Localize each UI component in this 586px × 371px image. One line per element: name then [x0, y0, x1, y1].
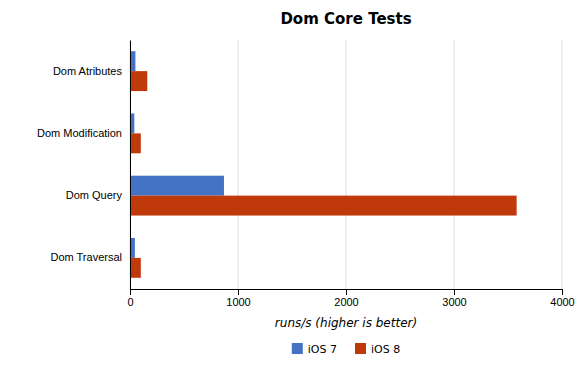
x-tick: 1000 [226, 289, 250, 308]
tick-mark [238, 289, 239, 295]
tick-mark [562, 289, 563, 295]
tick-label: 3000 [442, 296, 466, 308]
y-tick: Dom Atributes [53, 65, 123, 77]
x-axis-title: runs/s (higher is better) [275, 316, 417, 330]
chart: Dom Core Tests 0 1000 2000 3000 4000 Dom Atrib… [0, 0, 586, 371]
grid-line [454, 40, 455, 289]
grid-line [130, 40, 131, 289]
x-axis: 0 1000 2000 3000 4000 [127, 289, 574, 308]
bars [130, 51, 517, 278]
tick-mark [346, 289, 347, 295]
category-label: Dom Modification [37, 127, 122, 139]
y-tick: Dom Modification [37, 127, 122, 139]
tick-label: 2000 [334, 296, 358, 308]
plot: 0 1000 2000 3000 4000 Dom Atributes Dom Modifi… [37, 40, 575, 308]
category-label: Dom Query [66, 189, 123, 201]
x-tick: 3000 [442, 289, 466, 308]
category-label: Dom Atributes [53, 65, 123, 77]
x-tick: 0 [127, 289, 133, 308]
tick-label: 4000 [550, 296, 574, 308]
x-tick: 2000 [334, 289, 358, 308]
y-tick: Dom Traversal [50, 251, 122, 263]
legend: iOS 7 iOS 8 [292, 343, 400, 356]
tick-mark [130, 289, 131, 295]
grid-line [346, 40, 347, 289]
category-label: Dom Traversal [50, 251, 122, 263]
grid [130, 40, 562, 289]
grid-line [238, 40, 239, 289]
y-tick: Dom Query [66, 189, 123, 201]
bar [130, 258, 141, 278]
x-tick: 4000 [550, 289, 574, 308]
tick-mark [454, 289, 455, 295]
legend-item: iOS 8 [355, 343, 400, 356]
legend-swatch [292, 343, 303, 354]
bar [130, 71, 147, 91]
legend-label: iOS 7 [308, 343, 337, 356]
axis-line [130, 41, 131, 290]
legend-item: iOS 7 [292, 343, 337, 356]
axis-line [131, 290, 563, 296]
tick-label: 1000 [226, 296, 250, 308]
series [130, 51, 224, 258]
legend-swatch [355, 343, 366, 354]
title: Dom Core Tests [280, 10, 411, 28]
bar [130, 176, 224, 196]
grid-line [562, 40, 563, 289]
y-axis: Dom Atributes Dom Modification Dom Query Do… [37, 41, 130, 290]
bar [130, 196, 517, 216]
series [130, 71, 517, 278]
bar [130, 133, 141, 153]
tick-label: 0 [127, 296, 133, 308]
legend-label: iOS 8 [371, 343, 400, 356]
